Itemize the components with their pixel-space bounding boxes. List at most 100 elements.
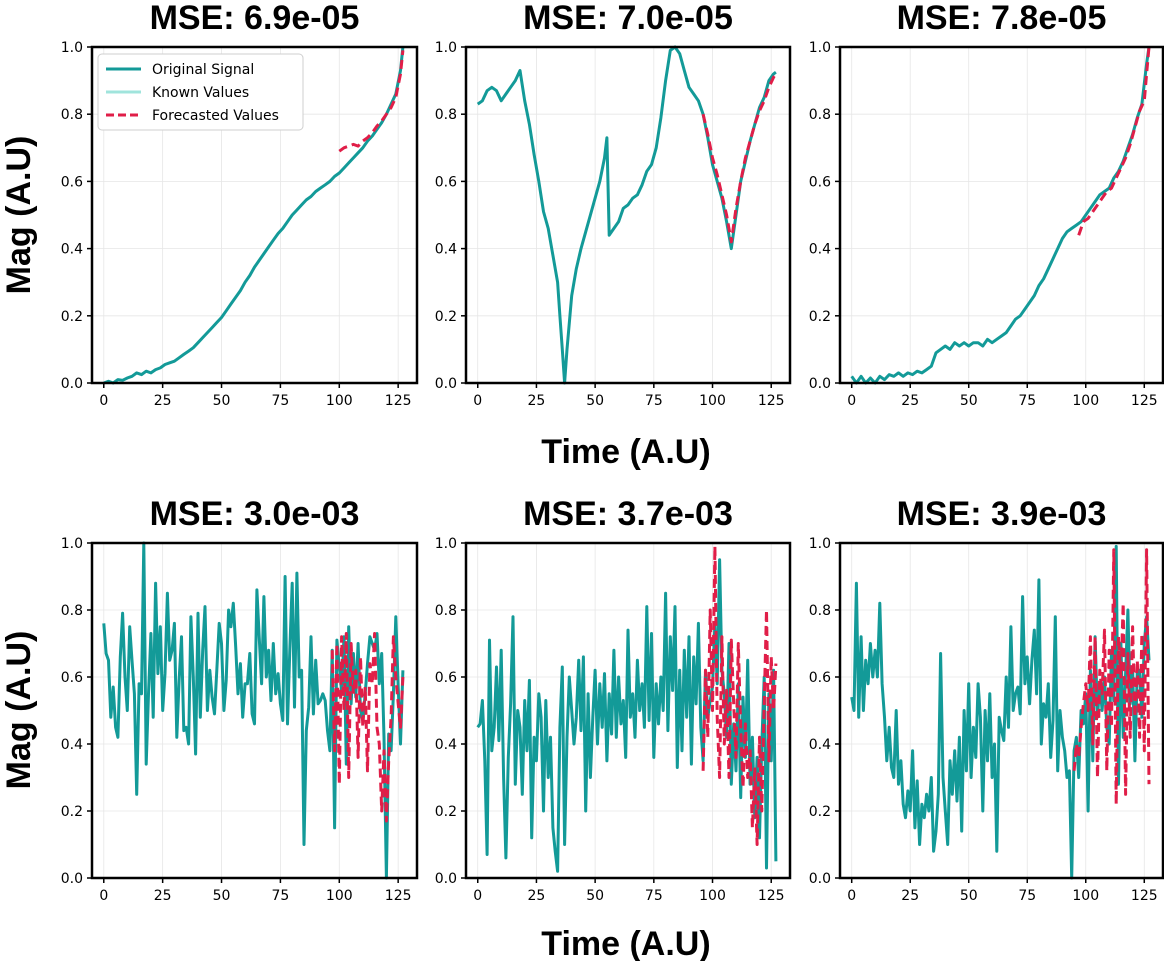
y-tick-label: 0.6: [61, 670, 83, 686]
x-tick-label: 100: [1072, 888, 1099, 904]
x-tick-label: 75: [271, 393, 289, 409]
series-group: [476, 45, 778, 385]
subplot-title: MSE: 7.8e-05: [897, 0, 1107, 37]
series-group: [102, 541, 405, 880]
x-tick-label: 125: [385, 888, 412, 904]
x-tick-label: 25: [528, 393, 546, 409]
subplot-4: 0 25 50 75 100 125 0.0 0.2 0.4 0.6 0.8 1.0 MSE: 3.0e…: [61, 495, 419, 904]
x-tick-label: 125: [1131, 393, 1158, 409]
legend-label-known: Known Values: [152, 85, 249, 101]
x-tick-label: 0: [847, 393, 856, 409]
axes-frame: [838, 45, 1164, 385]
y-tick-label: 1.0: [435, 536, 457, 552]
axes-frame: [464, 45, 792, 385]
y-tick-label: 0.4: [61, 737, 83, 753]
axes-frame: [838, 541, 1164, 880]
x-tick-label: 50: [960, 888, 978, 904]
y-tick-label: 0.4: [435, 737, 457, 753]
subplot-3: 0 25 50 75 100 125 0.0 0.2 0.4 0.6 0.8 1.0 MSE: 7.8e…: [809, 0, 1164, 409]
y-tick-label: 0.8: [61, 603, 83, 619]
y-tick-label: 0.4: [809, 737, 831, 753]
y-tick-label: 0.0: [809, 871, 831, 887]
y-tick-label: 0.0: [435, 871, 457, 887]
y-axis-label-top: Mag (A.U): [0, 136, 38, 295]
y-tick-label: 0.2: [61, 804, 83, 820]
original-signal-line: [850, 46, 1151, 385]
y-tick-label: 0.2: [809, 804, 831, 820]
x-tick-label: 125: [758, 393, 785, 409]
x-tick-label: 100: [326, 888, 353, 904]
legend-label-original: Original Signal: [152, 62, 254, 78]
x-axis-label-top: Time (A.U): [541, 433, 710, 471]
y-tick-label: 0.4: [61, 242, 83, 258]
x-tick-label: 25: [154, 888, 172, 904]
y-tick-label: 0.2: [809, 309, 831, 325]
x-tick-label: 75: [271, 888, 289, 904]
subplot-title: MSE: 3.9e-03: [897, 495, 1107, 533]
x-tick-label: 50: [586, 393, 604, 409]
original-signal-line: [476, 45, 777, 385]
y-tick-label: 0.8: [809, 603, 831, 619]
y-tick-label: 0.4: [435, 242, 457, 258]
subplot-grid: 0 25 50 75 100 125 0.0 0.2 0.4 0.6 0.8 1.0 MSE: 6.9e…: [61, 0, 1164, 904]
y-tick-label: 0.8: [435, 603, 457, 619]
y-tick-label: 0.2: [435, 804, 457, 820]
x-tick-label: 0: [473, 393, 482, 409]
y-tick-label: 0.0: [61, 871, 83, 887]
y-tick-label: 0.6: [809, 670, 831, 686]
y-tick-label: 0.8: [61, 107, 83, 123]
subplot-title: MSE: 6.9e-05: [150, 0, 360, 37]
forecast-line: [1077, 46, 1151, 236]
x-tick-label: 25: [901, 888, 919, 904]
y-tick-label: 1.0: [61, 536, 83, 552]
y-tick-label: 0.2: [61, 309, 83, 325]
subplot-6: 0 25 50 75 100 125 0.0 0.2 0.4 0.6 0.8 1.0 MSE: 3.9e…: [809, 495, 1164, 904]
y-tick-label: 0.6: [435, 670, 457, 686]
y-tick-label: 1.0: [809, 536, 831, 552]
series-group: [850, 46, 1151, 385]
y-tick-label: 0.0: [435, 376, 457, 392]
x-tick-label: 125: [385, 393, 412, 409]
x-tick-label: 100: [699, 393, 726, 409]
y-tick-label: 0.6: [435, 174, 457, 190]
y-tick-label: 1.0: [435, 40, 457, 56]
series-group: [476, 544, 778, 873]
original-signal-line: [103, 46, 405, 385]
subplot-title: MSE: 3.0e-03: [150, 495, 360, 533]
y-tick-label: 1.0: [61, 40, 83, 56]
x-tick-label: 75: [645, 888, 663, 904]
axes-frame: [90, 541, 419, 880]
y-tick-label: 0.8: [435, 107, 457, 123]
legend-box: [97, 53, 304, 131]
x-tick-label: 25: [901, 393, 919, 409]
subplot-1: 0 25 50 75 100 125 0.0 0.2 0.4 0.6 0.8 1.0 MSE: 6.9e…: [61, 0, 419, 409]
x-tick-label: 125: [758, 888, 785, 904]
forecast-line: [330, 632, 405, 823]
y-tick-label: 0.0: [61, 376, 83, 392]
axes-frame: [464, 541, 792, 880]
x-tick-label: 0: [847, 888, 856, 904]
y-tick-label: 0.0: [809, 376, 831, 392]
x-tick-label: 25: [528, 888, 546, 904]
x-tick-label: 125: [1131, 888, 1158, 904]
x-axis-label-bottom: Time (A.U): [541, 925, 710, 961]
subplot-title: MSE: 3.7e-03: [523, 495, 733, 533]
forecast-line: [1072, 548, 1151, 806]
y-tick-label: 0.8: [809, 107, 831, 123]
y-tick-label: 0.6: [61, 174, 83, 190]
x-tick-label: 0: [99, 888, 108, 904]
original-signal-line: [476, 558, 778, 873]
subplot-2: 0 25 50 75 100 125 0.0 0.2 0.4 0.6 0.8 1.0 MSE: 7.0e…: [435, 0, 792, 409]
y-axis-label-bottom: Mag (A.U): [0, 631, 38, 790]
subplot-5: 0 25 50 75 100 125 0.0 0.2 0.4 0.6 0.8 1.0 MSE: 3.7e…: [435, 495, 792, 904]
y-tick-label: 1.0: [809, 40, 831, 56]
x-tick-label: 100: [326, 393, 353, 409]
x-tick-label: 75: [1018, 888, 1036, 904]
legend: Original Signal Known Values Forecasted Va…: [97, 53, 304, 131]
x-tick-label: 100: [699, 888, 726, 904]
x-tick-label: 75: [1018, 393, 1036, 409]
y-tick-label: 0.2: [435, 309, 457, 325]
legend-label-forecast: Forecasted Values: [152, 108, 279, 124]
x-tick-label: 100: [1072, 393, 1099, 409]
x-tick-label: 25: [154, 393, 172, 409]
